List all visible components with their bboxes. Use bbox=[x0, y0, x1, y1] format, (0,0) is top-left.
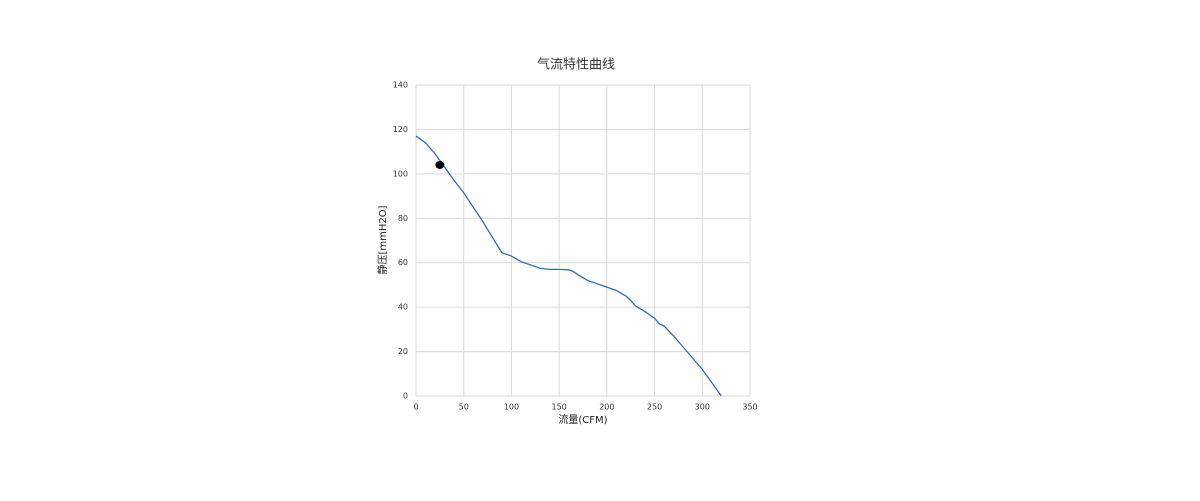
marker-point bbox=[435, 160, 445, 169]
x-tick-label: 0 bbox=[413, 403, 418, 412]
y-tick-label: 120 bbox=[393, 125, 408, 134]
line bbox=[415, 135, 722, 397]
y-tick-label: 0 bbox=[403, 392, 408, 401]
chart-title: 气流特性曲线 bbox=[537, 57, 615, 73]
x-tick-label: 100 bbox=[504, 403, 519, 412]
y-axis-label: 静压[mmH2O] bbox=[376, 205, 389, 274]
y-tick-label: 140 bbox=[393, 81, 408, 90]
x-axis-label: 流量(CFM) bbox=[558, 413, 607, 426]
x-tick-label: 300 bbox=[695, 403, 710, 412]
x-tick-label: 50 bbox=[459, 403, 469, 412]
x-tick-label: 250 bbox=[647, 403, 662, 412]
y-tick-label: 60 bbox=[398, 258, 408, 267]
y-tick-label: 20 bbox=[398, 347, 408, 356]
y-tick-label: 80 bbox=[398, 214, 408, 223]
x-tick-label: 150 bbox=[552, 403, 567, 412]
x-tick-label: 350 bbox=[742, 403, 757, 412]
x-tick-label: 200 bbox=[599, 403, 614, 412]
y-tick-label: 100 bbox=[393, 169, 408, 178]
y-tick-label: 40 bbox=[398, 303, 408, 312]
